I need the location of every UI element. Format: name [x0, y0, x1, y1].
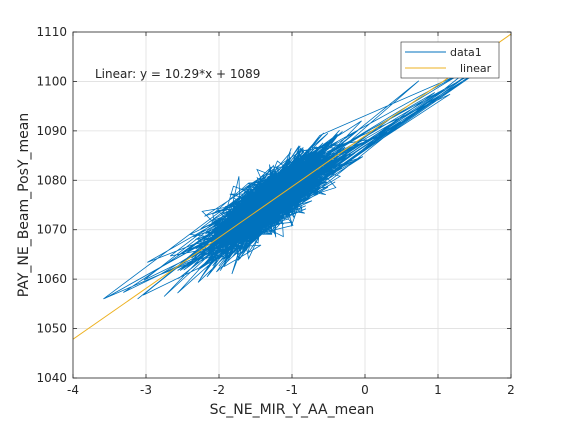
- series-data1-trace: [103, 71, 479, 300]
- x-axis-label: Sc_NE_MIR_Y_AA_mean: [210, 402, 375, 418]
- y-tick-label: 1070: [36, 223, 67, 237]
- y-tick-label: 1060: [36, 272, 67, 286]
- x-tick-label: -1: [286, 383, 298, 397]
- legend-label-data1: data1: [450, 46, 482, 59]
- x-tick-label: 2: [507, 383, 515, 397]
- legend-box: [400, 41, 500, 79]
- y-tick-label: 1100: [36, 74, 67, 88]
- plot-content: [73, 33, 511, 340]
- x-tick-label: -3: [140, 383, 152, 397]
- axis-ticks: -4 -3 -2 -1 0 1 2 1040 1050 1060 1070 1080 1090 1100 1…: [36, 25, 514, 397]
- y-tick-label: 1050: [36, 322, 67, 336]
- y-axis-label: PAY_NE_Beam_PosY_mean: [16, 113, 32, 297]
- series-linear-fit-line: [73, 33, 511, 340]
- x-tick-label: 1: [434, 383, 442, 397]
- x-tick-label: -4: [67, 383, 79, 397]
- y-tick-label: 1080: [36, 173, 67, 187]
- y-tick-label: 1110: [36, 25, 67, 39]
- legend: data1 linear: [400, 41, 500, 79]
- legend-label-linear: linear: [460, 62, 492, 75]
- y-tick-label: 1040: [36, 371, 67, 385]
- y-tick-label: 1090: [36, 124, 67, 138]
- x-tick-label: 0: [361, 383, 369, 397]
- x-tick-label: -2: [213, 383, 225, 397]
- fit-equation-annotation: Linear: y = 10.29*x + 1089: [95, 67, 260, 81]
